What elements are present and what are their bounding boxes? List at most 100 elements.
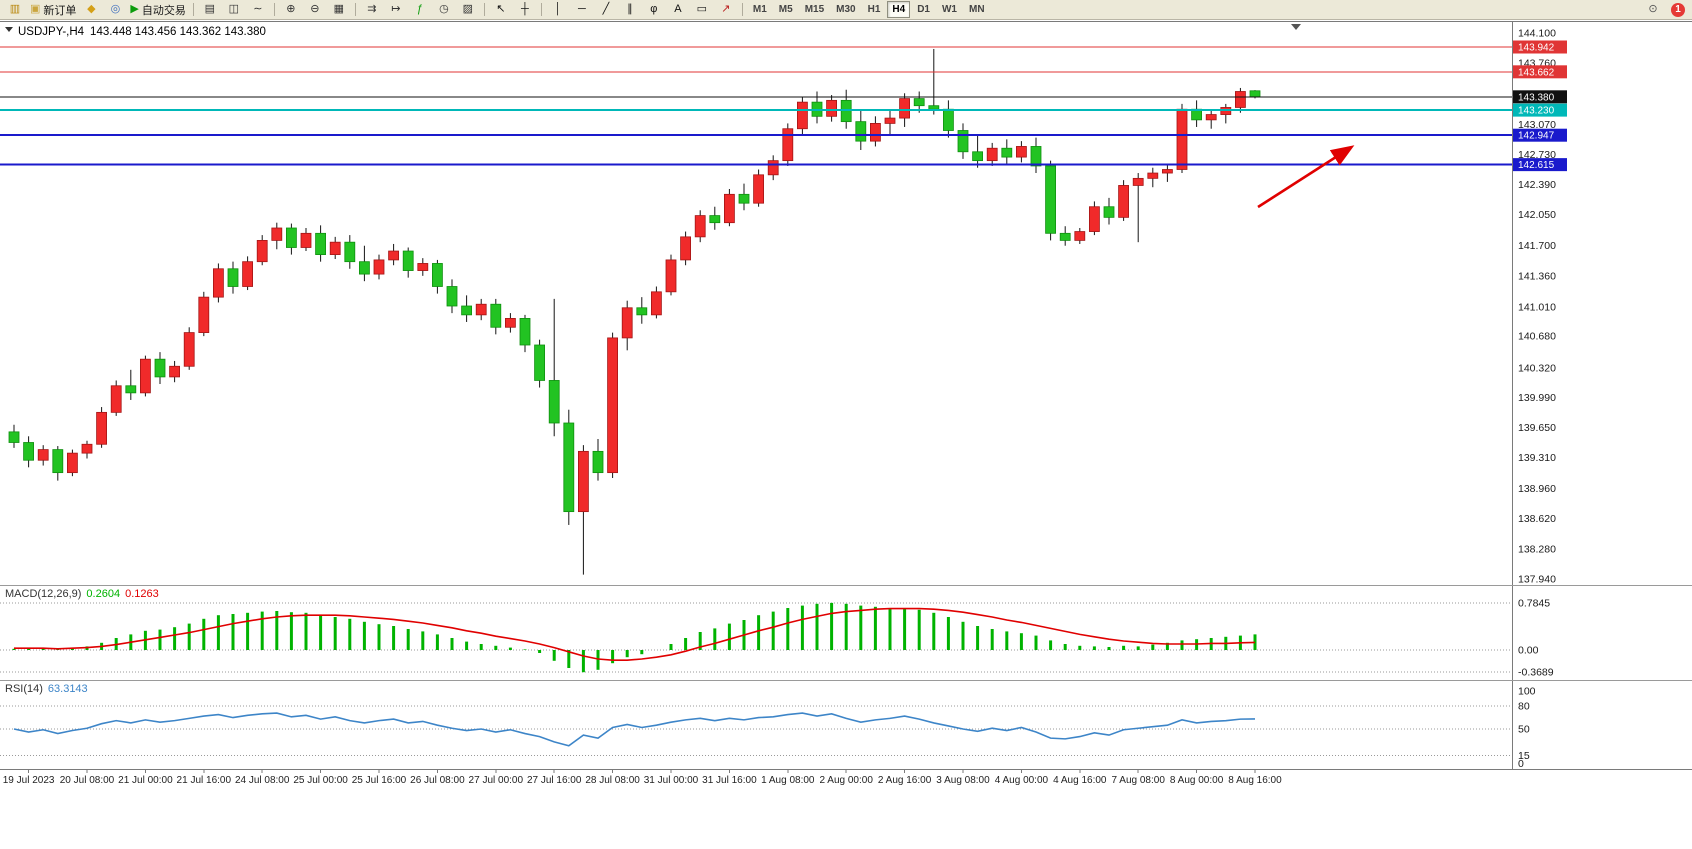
candle-body: [81, 443, 93, 454]
text-label-button[interactable]: ▭: [690, 1, 714, 19]
toolbar-separator: [273, 3, 275, 16]
timeframe-h1-button[interactable]: H1: [867, 4, 881, 15]
chart-shift-button[interactable]: ↦: [384, 1, 408, 19]
toolbar-separator: [741, 3, 743, 16]
candle-body: [607, 337, 618, 474]
rsi-pane: 100 80 50 150: [0, 686, 1536, 770]
text-button[interactable]: A: [666, 1, 690, 19]
auto-trading-button-label: 自动交易: [141, 4, 186, 17]
bar-chart-button[interactable]: ▤: [198, 1, 222, 19]
timeframe-m5-button[interactable]: M5: [778, 4, 793, 15]
toolbar-separator: [354, 3, 356, 16]
svg-text:7 Aug 08:00: 7 Aug 08:00: [1112, 775, 1166, 786]
timeframe-m15-button[interactable]: M15: [804, 4, 825, 15]
line-chart-button[interactable]: ∼: [246, 1, 270, 19]
zoom-in-button[interactable]: ⊕: [279, 1, 303, 19]
svg-text:50: 50: [1518, 724, 1530, 736]
vline-icon: │: [554, 3, 562, 15]
toolbar-separator: [192, 3, 194, 16]
price-badge-142.947: 142.947: [1513, 128, 1567, 142]
candle-body: [1118, 185, 1129, 218]
timeframe-h4-button[interactable]: H4: [887, 1, 911, 18]
candle-body: [169, 365, 181, 378]
svg-text:144.100: 144.100: [1518, 28, 1556, 40]
new-chart-button[interactable]: ▥: [3, 1, 27, 19]
metaeditor-button[interactable]: ◎: [103, 1, 127, 19]
candle-body: [1059, 232, 1071, 241]
price-badge-143.380: 143.380: [1513, 90, 1567, 104]
svg-text:27 Jul 16:00: 27 Jul 16:00: [527, 775, 582, 786]
price-badge-143.662: 143.662: [1513, 65, 1567, 79]
periods-button[interactable]: ◷: [432, 1, 456, 19]
line-icon: ∼: [253, 3, 263, 15]
indicators-button[interactable]: ƒ: [408, 1, 432, 19]
timeframe-m1-button[interactable]: M1: [752, 4, 767, 15]
svg-text:100: 100: [1518, 686, 1536, 698]
candle-body: [504, 318, 516, 328]
notification-badge[interactable]: 1: [1671, 2, 1685, 17]
svg-text:24 Jul 08:00: 24 Jul 08:00: [235, 775, 290, 786]
chart-canvas[interactable]: 144.100143.760143.070142.730142.390142.0…: [0, 20, 1692, 849]
candle-body: [417, 263, 429, 271]
chart-title-ohlc: 143.448 143.456 143.362 143.380: [90, 26, 266, 38]
horizontal-line-button[interactable]: ─: [570, 1, 594, 19]
rsi-label: RSI(14) 63.3143: [5, 683, 88, 695]
price-badge-143.230: 143.230: [1513, 103, 1567, 117]
label-icon: ▭: [696, 3, 708, 15]
templates-button[interactable]: ▨: [456, 1, 480, 19]
candle-body: [1001, 147, 1013, 158]
candle-body: [724, 193, 735, 224]
chart-window[interactable]: 144.100 143.760 143.070 142.730 142.390 142.0…: [0, 20, 1692, 849]
zoom-out-button[interactable]: ⊖: [303, 1, 327, 19]
timeframe-d1-button[interactable]: D1: [917, 4, 930, 15]
candle-body: [1045, 165, 1056, 234]
svg-text:28 Jul 08:00: 28 Jul 08:00: [585, 775, 640, 786]
channel-button[interactable]: ∥: [618, 1, 642, 19]
candle-body: [636, 307, 648, 316]
auto-scroll-button[interactable]: ⇉: [360, 1, 384, 19]
candle-body: [563, 422, 575, 513]
timeframe-w1-button[interactable]: W1: [941, 4, 957, 15]
candle-body: [125, 385, 137, 394]
zoom-in-icon: ⊕: [286, 3, 296, 15]
fibonacci-button[interactable]: φ: [642, 1, 666, 19]
trendline-button[interactable]: ╱: [594, 1, 618, 19]
tile-windows-button[interactable]: ▦: [327, 1, 351, 19]
candle-body: [329, 241, 341, 255]
candle-body: [665, 259, 677, 293]
svg-text:8 Aug 16:00: 8 Aug 16:00: [1228, 775, 1282, 786]
trend-arrow-annotation[interactable]: [1257, 145, 1355, 209]
svg-text:143.070: 143.070: [1518, 119, 1556, 131]
candle-body: [271, 227, 283, 241]
candle-body: [519, 318, 531, 346]
candle-body: [198, 296, 210, 333]
time-axis-labels: 19 Jul 2023 20 Jul 08:00 21 Jul 00:00 21 Ju…: [3, 769, 1282, 786]
search-button[interactable]: ⊙: [1641, 1, 1665, 19]
timeframe-mn-button[interactable]: MN: [968, 4, 985, 15]
candle-body: [475, 303, 487, 316]
candle-body: [256, 240, 268, 263]
auto-trading-button[interactable]: ▶ 自动交易: [127, 1, 188, 19]
chart-shift-marker[interactable]: [1291, 24, 1301, 30]
timeframe-m30-button[interactable]: M30: [836, 4, 856, 15]
candle-body: [139, 358, 151, 394]
expert-advisors-button[interactable]: ◆: [79, 1, 103, 19]
vertical-line-button[interactable]: │: [546, 1, 570, 19]
clock-icon: ◷: [439, 3, 449, 15]
candle-body: [884, 117, 896, 124]
candle-body: [782, 128, 794, 162]
indicators-icon: ƒ: [416, 3, 423, 15]
arrows-button[interactable]: ↗: [714, 1, 738, 19]
svg-text:21 Jul 00:00: 21 Jul 00:00: [118, 775, 173, 786]
svg-text:143.380: 143.380: [1518, 92, 1555, 103]
one-click-trading-toggle[interactable]: [5, 27, 13, 32]
tile-icon: ▦: [333, 3, 345, 15]
svg-text:31 Jul 16:00: 31 Jul 16:00: [702, 775, 757, 786]
cursor-button[interactable]: ↖: [489, 1, 513, 19]
new-order-button[interactable]: ▣ 新订单: [27, 1, 79, 19]
svg-text:25 Jul 00:00: 25 Jul 00:00: [293, 775, 348, 786]
candlestick-chart-button[interactable]: ◫: [222, 1, 246, 19]
crosshair-button[interactable]: ┼: [513, 1, 537, 19]
svg-text:20 Jul 08:00: 20 Jul 08:00: [60, 775, 115, 786]
candle-body: [548, 380, 560, 424]
